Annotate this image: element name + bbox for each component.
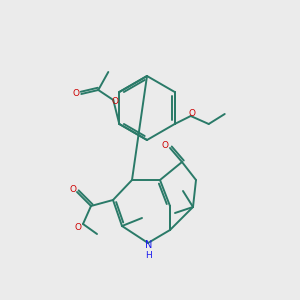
Text: O: O: [188, 110, 195, 118]
Text: H: H: [146, 251, 152, 260]
Text: O: O: [161, 142, 169, 151]
Text: N: N: [145, 240, 153, 250]
Text: O: O: [112, 97, 119, 106]
Text: O: O: [74, 224, 82, 232]
Text: O: O: [73, 88, 80, 98]
Text: O: O: [70, 185, 76, 194]
